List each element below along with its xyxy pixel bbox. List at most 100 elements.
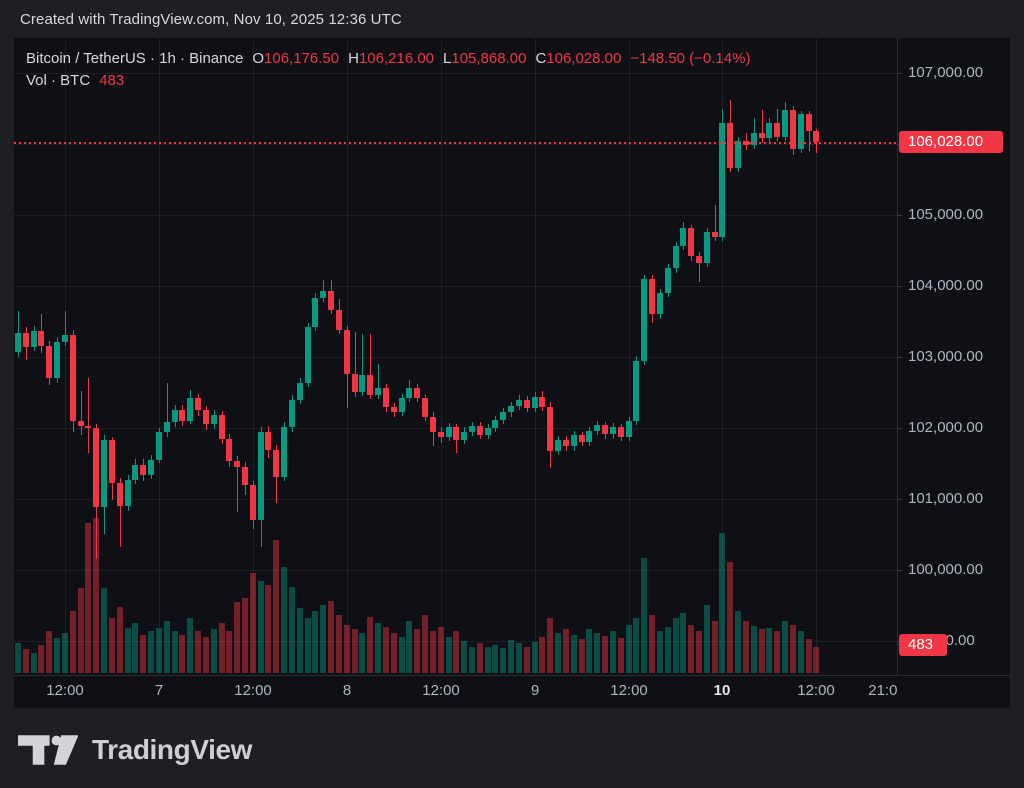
volume-bar (375, 623, 381, 673)
time-axis[interactable]: 12:00 7 12:00 8 12:00 9 12:00 10 12:00 21:00 (14, 675, 897, 708)
price-grid-line (14, 286, 897, 287)
candle-wick (699, 252, 700, 282)
candle-body (469, 426, 475, 432)
volume-bar (156, 628, 162, 673)
price-axis-separator (897, 38, 898, 675)
volume-bar (359, 633, 365, 673)
volume-bar (132, 623, 138, 673)
price-axis-label: 105,000.00 (908, 206, 984, 223)
time-axis-label: 9 (530, 682, 540, 699)
last-price-line (14, 142, 897, 144)
volume-bar (31, 653, 37, 673)
candle-body (195, 398, 201, 410)
time-axis-label: 12:00 (234, 682, 272, 699)
candle-body (305, 327, 311, 383)
candle-body (798, 114, 804, 149)
open-value: 106,176.50 (264, 50, 340, 67)
candle-body (281, 427, 287, 477)
volume-bar (117, 607, 123, 673)
volume-bar (391, 633, 397, 673)
candle-body (219, 415, 225, 439)
legend-volume-row: Vol · BTC 483 (26, 70, 750, 92)
candle-body (461, 432, 467, 440)
footer-bar: TradingView (18, 726, 252, 774)
volume-bar (54, 638, 60, 673)
volume-bar (485, 647, 491, 673)
plot-area[interactable] (14, 38, 897, 675)
volume-bar (38, 645, 44, 673)
volume-bar (626, 625, 632, 673)
candle-body (547, 407, 553, 451)
time-axis-label: 12:00 (797, 682, 835, 699)
volume-bar (250, 573, 256, 673)
volume-bar (641, 558, 647, 673)
candle-body (453, 427, 459, 440)
candle-body (179, 410, 185, 421)
candle-body (38, 331, 44, 346)
candle-body (93, 428, 99, 507)
volume-bar (195, 631, 201, 673)
candle-body (641, 279, 647, 361)
legend-symbol-row: Bitcoin / TetherUS · 1h · Binance O106,17… (26, 48, 750, 70)
low-label: L (443, 50, 452, 67)
candle-body (187, 398, 193, 421)
volume-bar (70, 611, 76, 673)
candle-wick (355, 332, 356, 397)
candle-body (172, 410, 178, 422)
tradingview-wordmark[interactable]: TradingView (92, 734, 253, 765)
volume-bar (727, 562, 733, 673)
volume-bar (430, 631, 436, 673)
candle-wick (237, 456, 238, 512)
candle-wick (809, 111, 810, 151)
candle-body (680, 228, 686, 246)
candle-body (618, 427, 624, 437)
time-axis-label: 7 (154, 682, 164, 699)
candle-body (164, 422, 170, 432)
candle-body (328, 291, 334, 310)
volume-bar (125, 628, 131, 673)
candle-body (766, 123, 772, 138)
time-axis-separator (14, 675, 1010, 676)
price-axis-tick (897, 499, 902, 500)
candle-body (320, 291, 326, 298)
candle-body (508, 406, 514, 412)
volume-bar (798, 631, 804, 673)
volume-bar (759, 629, 765, 673)
candle-body (23, 333, 29, 347)
volume-bar (422, 615, 428, 673)
volume-value: 483 (99, 72, 125, 89)
volume-bar (492, 645, 498, 673)
volume-bar (500, 648, 506, 673)
candle-body (273, 450, 279, 477)
candle-body (125, 480, 131, 506)
candle-body (62, 335, 68, 342)
candle-body (735, 141, 741, 168)
volume-bar (743, 621, 749, 673)
time-grid-line (629, 38, 630, 675)
candle-body (446, 427, 452, 437)
volume-bar (508, 640, 514, 673)
volume-bar (586, 629, 592, 673)
volume-bar (673, 618, 679, 673)
volume-label[interactable]: Vol · BTC (26, 72, 91, 89)
volume-bar (85, 523, 91, 673)
candle-body (813, 131, 819, 142)
volume-bar (344, 625, 350, 673)
candle-body (806, 114, 812, 131)
price-grid-line (14, 215, 897, 216)
candle-body (555, 440, 561, 451)
tradingview-logo-icon[interactable] (18, 735, 78, 765)
candle-body (359, 375, 365, 392)
volume-bar (226, 631, 232, 673)
volume-bar (563, 629, 569, 673)
price-axis-label: 103,000.00 (908, 348, 984, 365)
candle-body (211, 415, 217, 424)
symbol-title[interactable]: Bitcoin / TetherUS · 1h · Binance (26, 50, 244, 67)
candle-body (516, 400, 522, 406)
candle-body (774, 123, 780, 137)
candle-body (696, 256, 702, 263)
high-value: 106,216.00 (358, 50, 435, 67)
volume-bar (751, 626, 757, 673)
volume-bar (446, 637, 452, 673)
candle-wick (762, 110, 763, 143)
